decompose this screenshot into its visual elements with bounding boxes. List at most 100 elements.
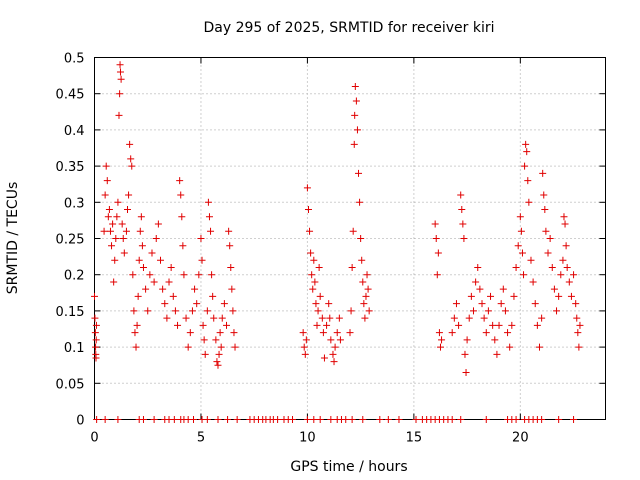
data-point	[474, 263, 482, 271]
data-point	[137, 213, 145, 221]
data-point	[116, 61, 124, 69]
data-point	[331, 343, 339, 351]
data-point	[573, 314, 581, 322]
data-point	[91, 292, 98, 300]
data-point	[335, 314, 343, 322]
data-point	[357, 235, 365, 242]
x-axis-label: GPS time / hours	[290, 459, 407, 475]
data-point	[131, 329, 139, 337]
data-point	[217, 343, 225, 351]
data-point	[462, 368, 470, 376]
data-point	[199, 321, 207, 329]
y-tick-label: 0.45	[56, 88, 85, 103]
data-point	[350, 140, 358, 148]
data-point	[208, 271, 216, 279]
data-point	[359, 416, 367, 423]
data-point	[127, 155, 135, 163]
data-point	[452, 300, 460, 308]
data-point	[200, 336, 208, 344]
x-tick-label: 5	[197, 431, 205, 446]
data-point	[108, 242, 116, 250]
data-point	[191, 285, 199, 293]
data-point	[124, 206, 132, 214]
data-point	[524, 177, 532, 185]
data-point	[157, 256, 165, 264]
y-axis-label: SRMTID / TECUs	[5, 182, 21, 295]
data-point	[150, 278, 158, 286]
data-point	[205, 213, 213, 221]
data-point	[179, 242, 187, 250]
data-point	[314, 307, 322, 315]
data-point	[159, 285, 167, 293]
data-point	[538, 416, 546, 423]
data-point	[213, 358, 221, 366]
data-point	[527, 256, 535, 264]
data-point	[342, 416, 350, 423]
data-point	[433, 271, 441, 279]
data-point	[310, 416, 318, 423]
y-tick-label: 0.35	[56, 160, 85, 175]
data-point	[195, 271, 203, 279]
data-point	[465, 314, 473, 322]
data-point	[316, 292, 324, 300]
data-point	[216, 329, 224, 337]
data-point	[198, 256, 206, 264]
data-point	[531, 300, 539, 308]
data-point	[218, 314, 226, 322]
data-point	[138, 242, 146, 250]
data-point	[224, 416, 232, 423]
data-point	[128, 162, 136, 170]
x-tick-label: 15	[406, 431, 423, 446]
y-tick-label: 0.15	[56, 305, 85, 320]
data-point	[210, 314, 218, 322]
data-point	[348, 263, 356, 271]
data-point	[561, 220, 569, 228]
data-point	[353, 126, 361, 134]
data-point	[93, 416, 101, 423]
data-point	[115, 111, 123, 119]
data-point	[482, 416, 490, 423]
gridlines	[94, 57, 606, 420]
data-point	[348, 416, 356, 423]
data-point	[133, 321, 141, 329]
data-point	[574, 329, 582, 337]
data-point	[207, 227, 215, 235]
data-point	[329, 350, 337, 358]
data-point	[460, 235, 468, 242]
data-point	[365, 307, 373, 315]
y-tick-label: 0.4	[64, 124, 85, 139]
data-point	[125, 191, 133, 199]
data-point	[320, 354, 328, 362]
data-point	[570, 271, 578, 279]
data-point	[233, 416, 241, 423]
data-point	[562, 242, 570, 250]
data-point	[435, 329, 443, 337]
x-tick-label: 0	[90, 431, 98, 446]
data-point	[330, 358, 338, 366]
chart-title: Day 295 of 2025, SRMTID for receiver kir…	[203, 20, 494, 36]
data-point	[146, 271, 154, 279]
data-point	[176, 177, 184, 185]
data-point	[120, 249, 128, 257]
data-point	[567, 292, 575, 300]
data-point	[544, 249, 552, 257]
data-point	[300, 343, 308, 351]
y-tick-label: 0.1	[64, 341, 85, 356]
data-point	[336, 336, 344, 344]
data-point	[347, 307, 355, 315]
data-point	[104, 213, 112, 221]
data-point	[92, 343, 100, 351]
data-point	[512, 416, 520, 423]
data-point	[497, 300, 505, 308]
data-point	[538, 314, 546, 322]
data-point	[438, 336, 446, 344]
y-tick-label: 0.2	[64, 269, 85, 284]
data-point	[311, 278, 319, 286]
data-point	[358, 256, 366, 264]
data-point	[144, 307, 152, 315]
data-point	[506, 343, 514, 351]
data-point	[323, 321, 331, 329]
data-point	[517, 227, 525, 235]
data-point	[274, 416, 282, 423]
